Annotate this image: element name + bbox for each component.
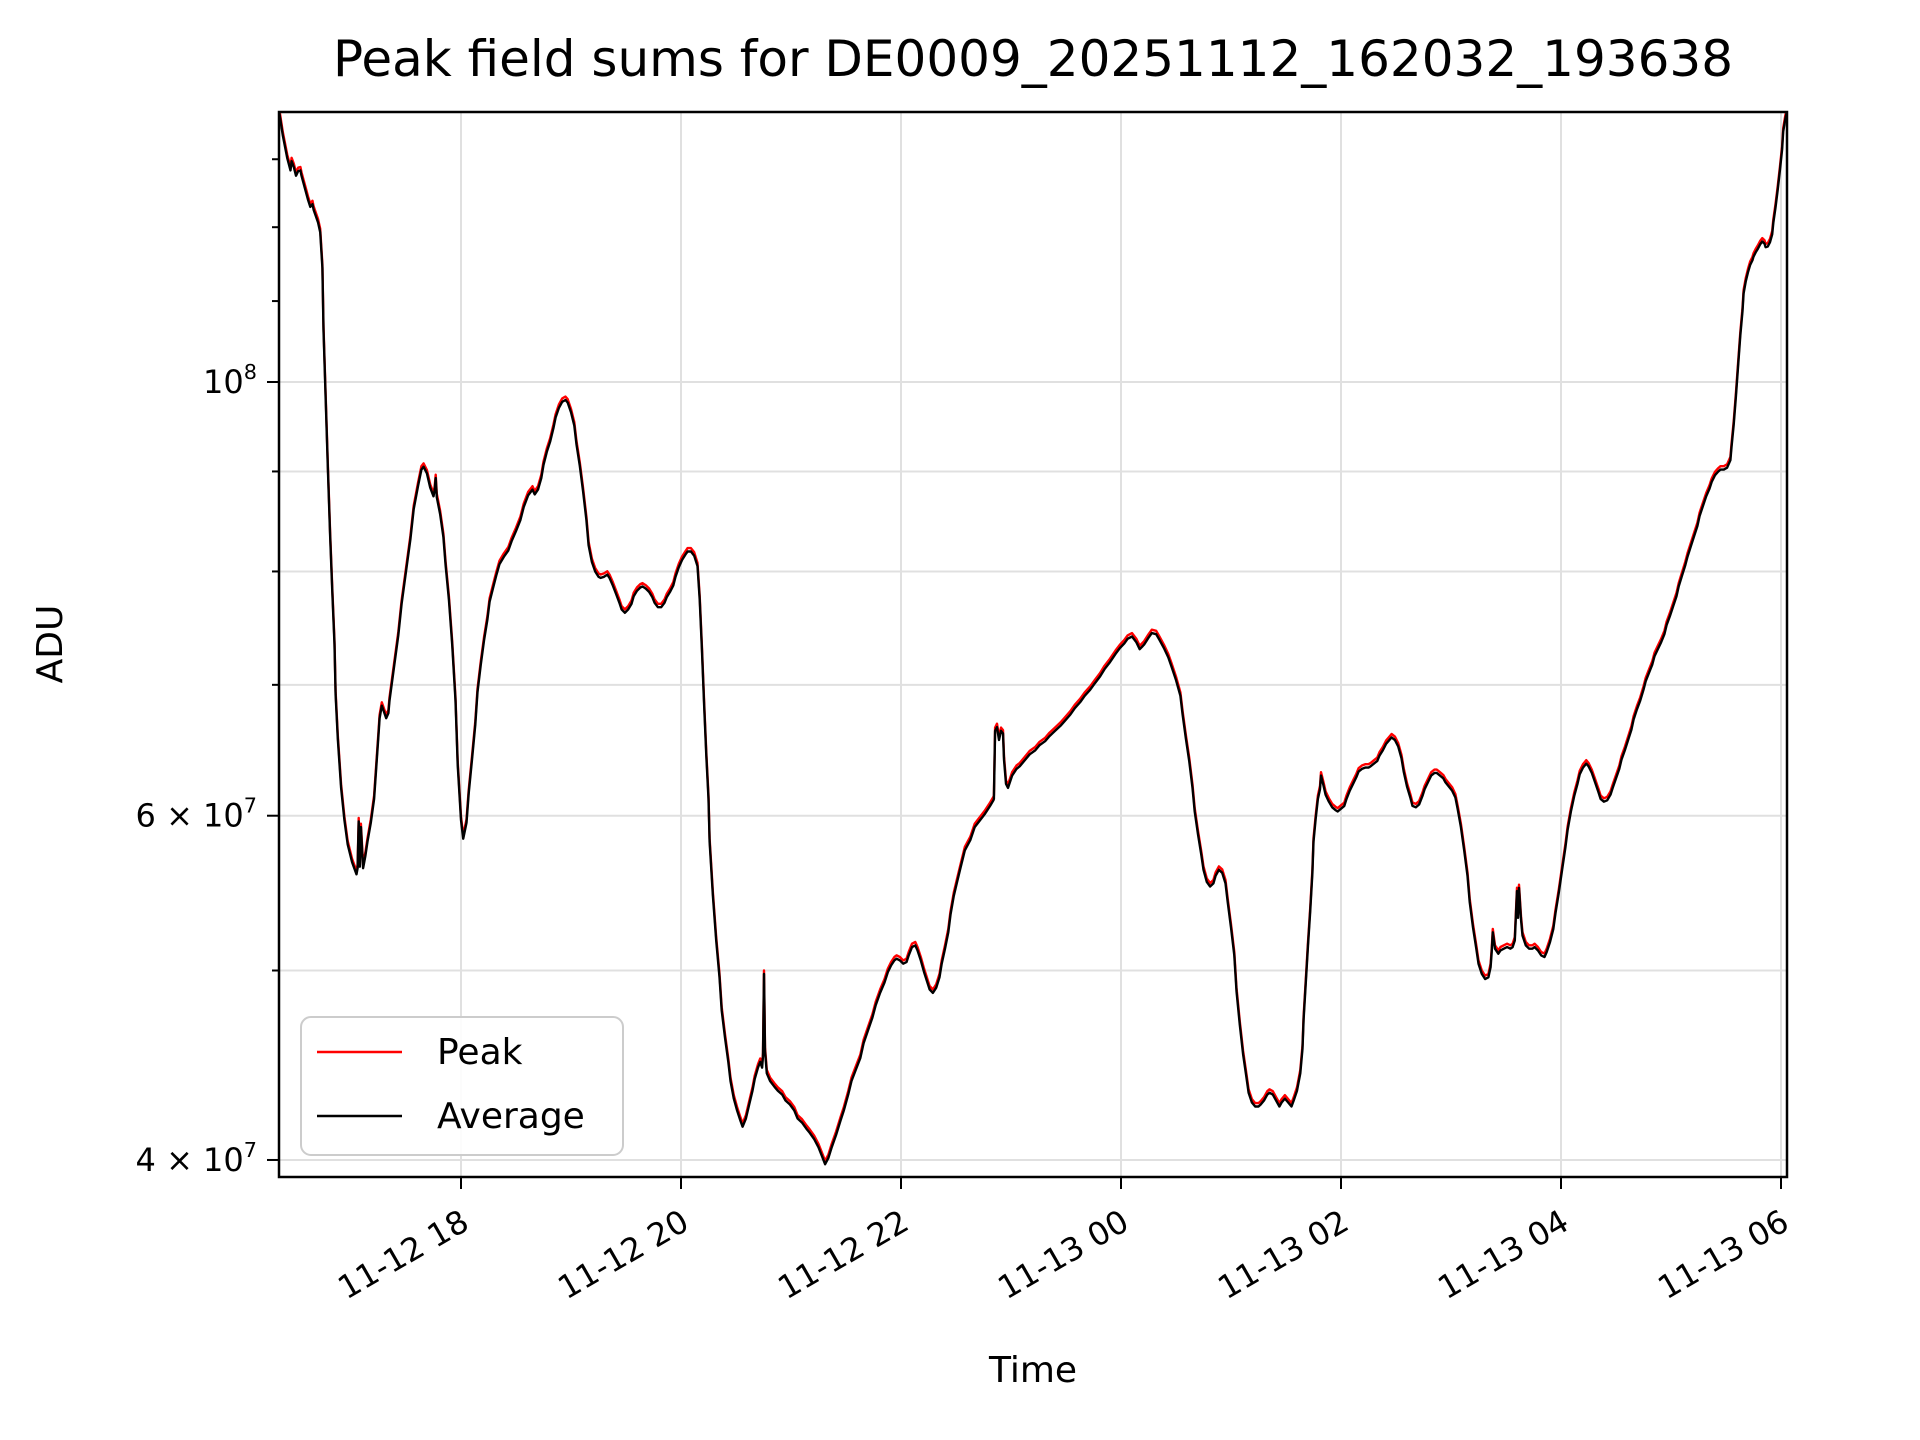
y-tick-label: 6 × 107 [136, 794, 257, 835]
average-series-line [279, 112, 1787, 1166]
x-tick-label: 11-12 18 [331, 1202, 475, 1307]
y-axis-label: ADU [30, 605, 71, 684]
y-tick-labels: 108 6 × 107 4 × 107 [136, 360, 257, 1179]
x-tick-label: 11-13 04 [1431, 1202, 1575, 1307]
legend-peak-label: Peak [437, 1032, 523, 1073]
x-tick-label: 11-13 02 [1211, 1202, 1355, 1307]
x-tick-label: 11-13 00 [991, 1202, 1135, 1307]
y-tick-label: 4 × 107 [136, 1138, 257, 1179]
x-tick-labels: 11-12 18 11-12 20 11-12 22 11-13 00 11-13 02… [331, 1202, 1795, 1307]
grid-lines [279, 112, 1787, 1177]
y-tick-label: 108 [203, 360, 257, 401]
x-tick-label: 11-13 06 [1651, 1202, 1795, 1307]
legend-average-label: Average [437, 1096, 585, 1137]
axis-ticks [267, 158, 1782, 1189]
plot-border [277, 110, 1789, 1179]
chart-title: Peak field sums for DE0009_20251112_1620… [333, 30, 1733, 88]
x-tick-label: 11-12 22 [771, 1202, 915, 1307]
legend: Peak Average [300, 1016, 624, 1156]
x-tick-label: 11-12 20 [551, 1202, 695, 1307]
x-axis-label: Time [988, 1350, 1077, 1391]
